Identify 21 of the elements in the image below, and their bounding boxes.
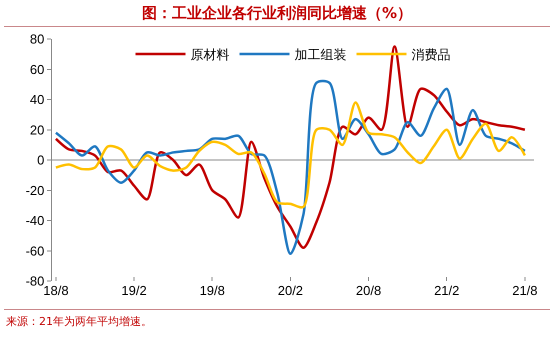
y-tick-label: -20 xyxy=(26,182,44,198)
x-tick-label: 20/8 xyxy=(356,283,382,298)
legend-label: 加工组装 xyxy=(294,48,346,64)
y-tick-label: -40 xyxy=(26,213,44,228)
legend-label: 原材料 xyxy=(190,48,230,64)
x-tick-label: 18/8 xyxy=(43,283,69,298)
legend-label: 消费品 xyxy=(412,48,450,64)
y-tick-label: 60 xyxy=(30,62,44,77)
chart-title: 图：工业企业各行业利润同比增速（%） xyxy=(4,0,550,27)
y-tick-label: -80 xyxy=(26,274,44,289)
y-tick-label: 20 xyxy=(30,122,44,138)
x-tick-label: 20/2 xyxy=(278,283,304,298)
x-tick-label: 19/2 xyxy=(121,283,147,298)
x-tick-label: 21/8 xyxy=(512,283,538,298)
y-tick-label: 40 xyxy=(30,92,44,108)
x-tick-label: 19/8 xyxy=(200,283,225,298)
x-tick-label: 21/2 xyxy=(434,283,460,298)
y-tick-label: -60 xyxy=(26,243,44,258)
y-tick-label: 0 xyxy=(37,152,44,168)
y-tick-label: 80 xyxy=(30,32,44,47)
source-note: 来源：21年为两年平均增速。 xyxy=(4,309,550,333)
